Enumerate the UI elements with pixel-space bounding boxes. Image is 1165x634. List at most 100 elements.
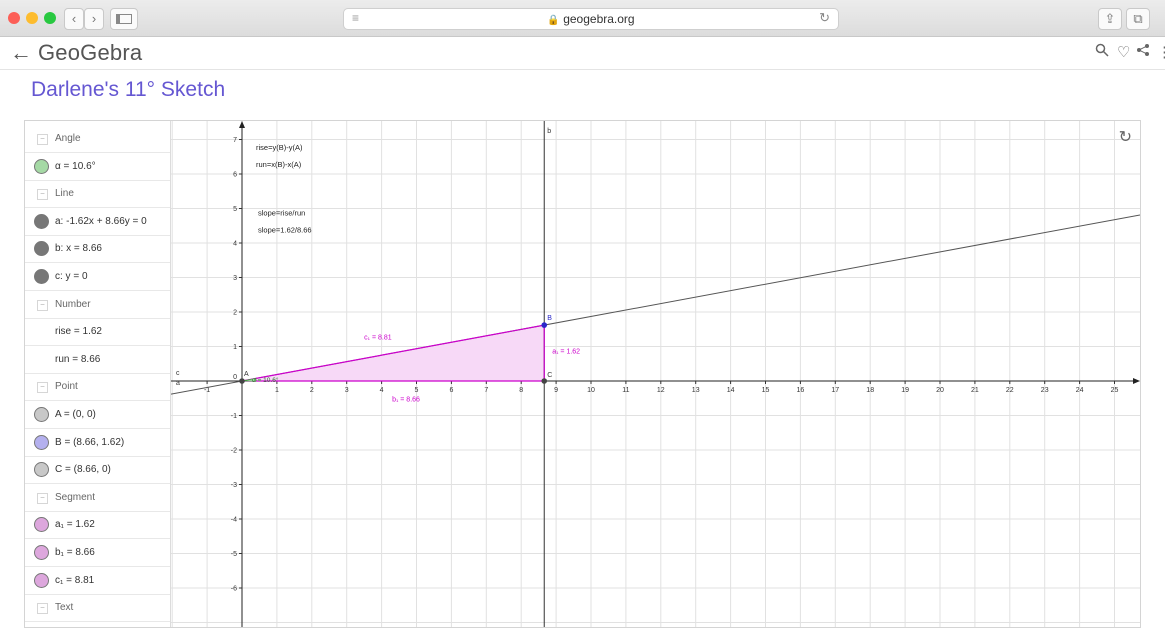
algebra-item[interactable]: b₁ = 8.66 (25, 539, 170, 567)
y-tick-label: -6 (231, 586, 237, 593)
algebra-item[interactable]: α = 10.6° (25, 153, 170, 181)
algebra-group-header[interactable]: − Point (25, 373, 170, 402)
segment-c1-label: c₁ = 8.81 (364, 335, 392, 342)
graphics-view[interactable]: -1 1 2 3 4 5 6 7 8 9 10 11 12 13 14 15 16 17 18 19 20 21 22 23 2… (171, 121, 1140, 627)
lock-icon: 🔒 (547, 15, 560, 26)
visibility-toggle[interactable] (34, 572, 49, 588)
algebra-item-label: run = 8.66 (55, 353, 101, 365)
x-tick-label: 17 (831, 387, 839, 394)
address-bar[interactable]: ≡ 🔒 geogebra.org ↻ (343, 8, 839, 30)
slope-value-text: slope=1.62/8.66 (258, 226, 312, 235)
algebra-item-label: c₁ = 8.81 (55, 574, 95, 586)
back-arrow-icon[interactable]: ← (10, 40, 32, 65)
origin-label: 0 (233, 374, 237, 381)
algebra-item[interactable]: rise = 1.62 (25, 318, 170, 347)
share-icon[interactable] (1136, 43, 1150, 61)
y-tick-label: -2 (231, 448, 237, 455)
algebra-item[interactable]: A = (0, 0) (25, 401, 170, 429)
visibility-toggle[interactable] (34, 407, 49, 422)
tabs-button[interactable]: ⧉ (1126, 8, 1150, 30)
visibility-toggle[interactable] (34, 213, 49, 229)
search-icon[interactable] (1095, 43, 1109, 61)
heart-icon[interactable]: ♡ (1117, 44, 1131, 61)
algebra-item-label: b₁ = 8.66 (55, 547, 95, 558)
graph-canvas[interactable]: -1 1 2 3 4 5 6 7 8 9 10 11 12 13 14 15 16 17 18 19 20 21 22 23 2… (171, 121, 1140, 627)
algebra-item[interactable]: b: x = 8.66 (25, 235, 170, 264)
collapse-icon[interactable]: − (37, 299, 48, 311)
algebra-item-label: a₁ = 1.62 (55, 519, 95, 531)
x-tick-label: 25 (1111, 387, 1119, 394)
y-tick-label: -1 (231, 413, 237, 420)
close-window-button[interactable] (8, 12, 20, 24)
collapse-icon[interactable]: − (37, 189, 48, 201)
visibility-toggle[interactable] (34, 545, 49, 560)
algebra-item-label: Line (55, 188, 74, 200)
visibility-toggle[interactable] (34, 517, 49, 533)
y-tick-label: -5 (231, 551, 237, 558)
x-tick-label: -1 (204, 387, 210, 394)
geogebra-logo[interactable]: GeoGebra (38, 40, 143, 65)
y-axis-arrow (239, 121, 245, 128)
x-tick-label: 2 (310, 387, 314, 394)
x-tick-label: 11 (622, 387, 629, 394)
algebra-item[interactable]: run = 8.66 (25, 346, 170, 374)
share-button[interactable]: ⇪ (1098, 8, 1122, 30)
algebra-group-header[interactable]: − Number (25, 291, 170, 319)
zoom-window-button[interactable] (44, 12, 56, 24)
visibility-toggle[interactable] (34, 158, 49, 174)
algebra-item-label: α = 10.6° (55, 160, 96, 172)
point-B (541, 322, 548, 328)
refresh-icon[interactable]: ↻ (1118, 129, 1132, 146)
x-tick-label: 24 (1076, 387, 1084, 394)
more-options-icon[interactable]: ⋮ (1157, 44, 1165, 61)
rise-definition-text: rise=y(B)-y(A) (256, 143, 303, 152)
back-button[interactable]: ‹ (64, 8, 84, 30)
x-tick-label: 8 (519, 387, 523, 394)
forward-button[interactable]: › (84, 8, 104, 30)
visibility-toggle[interactable] (34, 241, 49, 257)
y-tick-label: -3 (231, 482, 237, 489)
collapse-icon[interactable]: − (37, 382, 48, 394)
x-tick-label: 18 (866, 387, 874, 394)
collapse-icon[interactable]: − (37, 492, 48, 504)
sidebar-toggle-button[interactable] (110, 8, 138, 30)
x-tick-label: 3 (345, 387, 349, 394)
y-tick-label: 7 (233, 137, 237, 144)
algebra-group-header[interactable]: − Text (25, 594, 170, 623)
y-tick-label: 2 (233, 310, 237, 317)
point-A (239, 378, 245, 384)
run-definition-text: run=x(B)-x(A) (256, 160, 302, 169)
geogebra-applet: − Angle α = 10.6° − Line a: -1.62x + 8.66y = … (24, 120, 1141, 628)
line-b-label: b (547, 128, 551, 135)
algebra-item[interactable]: c₁ = 8.81 (25, 567, 170, 595)
algebra-item-label: B = (8.66, 1.62) (55, 436, 125, 448)
collapse-icon[interactable]: − (37, 134, 48, 145)
reader-icon[interactable]: ≡ (352, 11, 360, 25)
x-tick-label: 13 (692, 387, 700, 394)
algebra-item[interactable]: a: -1.62x + 8.66y = 0 (25, 208, 170, 236)
line-a-label: a (176, 380, 180, 387)
algebra-group-header[interactable]: − Angle (25, 125, 170, 153)
collapse-icon[interactable]: − (37, 603, 48, 615)
x-tick-label: 9 (554, 387, 558, 394)
page-title: Darlene's 11° Sketch (31, 78, 226, 101)
algebra-item-label: Number (55, 298, 91, 310)
x-tick-label: 22 (1006, 387, 1014, 394)
algebra-item[interactable]: c: y = 0 (25, 263, 170, 291)
url-text: 🔒 geogebra.org (547, 12, 635, 26)
visibility-toggle[interactable] (34, 462, 49, 478)
segment-c1 (241, 324, 545, 382)
minimize-window-button[interactable] (26, 12, 38, 24)
reload-icon[interactable]: ↻ (819, 10, 830, 25)
algebra-group-header[interactable]: − Line (25, 180, 170, 209)
algebra-item[interactable]: a₁ = 1.62 (25, 511, 170, 540)
algebra-item[interactable]: C = (8.66, 0) (25, 456, 170, 485)
algebra-item[interactable]: B = (8.66, 1.62) (25, 429, 170, 457)
algebra-group-header[interactable]: − Segment (25, 484, 170, 512)
algebra-item-label: Point (55, 381, 78, 393)
x-tick-label: 4 (380, 387, 384, 394)
visibility-toggle[interactable] (34, 434, 49, 450)
sidebar-icon (116, 14, 132, 24)
visibility-toggle[interactable] (34, 269, 49, 284)
triangle-fill (242, 325, 545, 381)
